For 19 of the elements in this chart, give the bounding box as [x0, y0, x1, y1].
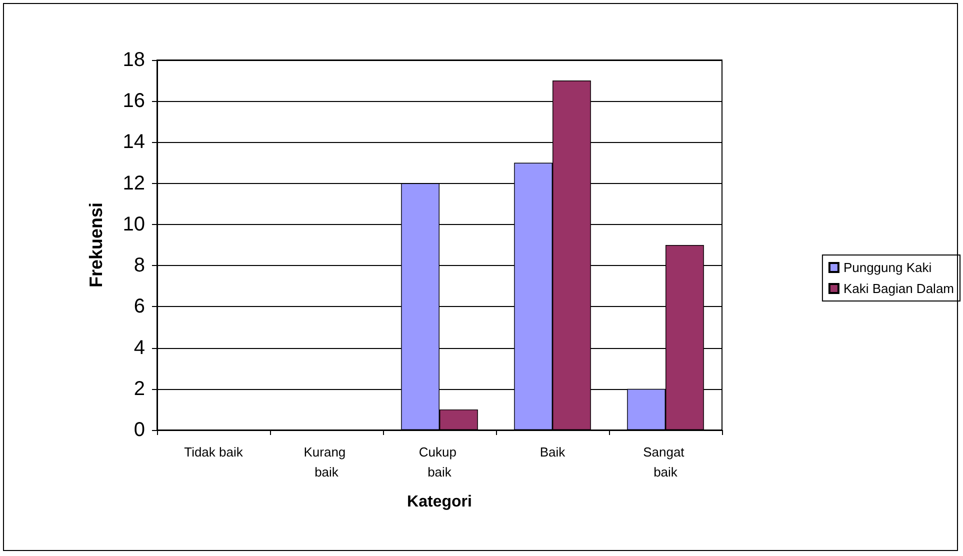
- y-tick-label: 10: [122, 213, 145, 236]
- x-tick-label: Cukup baik: [418, 444, 460, 480]
- y-tick-label: 18: [122, 49, 145, 71]
- y-tick-label: 12: [122, 172, 145, 194]
- x-tick-label: Baik: [540, 444, 566, 460]
- legend-label: Punggung Kaki: [843, 260, 932, 275]
- y-tick-label: 4: [134, 336, 145, 359]
- y-tick-label: 6: [134, 296, 145, 318]
- y-axis-title: Frekuensi: [86, 202, 106, 288]
- y-tick-label: 8: [134, 254, 145, 277]
- x-tick-label: Tidak baik: [184, 444, 244, 460]
- x-tick-label: Sangat baik: [643, 444, 688, 480]
- y-tick-label: 14: [122, 131, 145, 154]
- x-axis-title: Kategori: [407, 494, 472, 510]
- y-tick-label: 2: [134, 378, 145, 400]
- legend-label: Kaki Bagian Dalam: [843, 281, 954, 296]
- y-tick-label: 16: [122, 90, 145, 112]
- y-tick-label: 0: [134, 419, 145, 441]
- x-tick-label: Kurang baik: [304, 444, 350, 480]
